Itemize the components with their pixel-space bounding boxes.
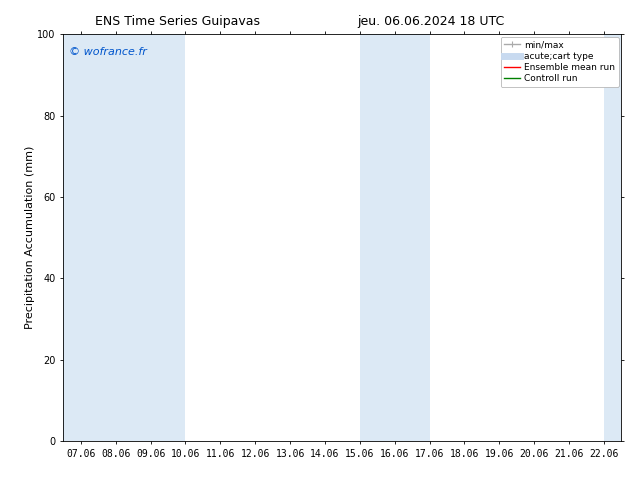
- Bar: [116, 34, 185, 441]
- Text: © wofrance.fr: © wofrance.fr: [69, 47, 147, 56]
- Legend: min/max, acute;cart type, Ensemble mean run, Controll run: min/max, acute;cart type, Ensemble mean …: [500, 37, 619, 87]
- Y-axis label: Precipitation Accumulation (mm): Precipitation Accumulation (mm): [25, 146, 35, 329]
- Bar: [604, 34, 621, 441]
- Text: ENS Time Series Guipavas: ENS Time Series Guipavas: [95, 15, 260, 28]
- Bar: [359, 34, 429, 441]
- Bar: [63, 34, 115, 441]
- Text: jeu. 06.06.2024 18 UTC: jeu. 06.06.2024 18 UTC: [358, 15, 505, 28]
